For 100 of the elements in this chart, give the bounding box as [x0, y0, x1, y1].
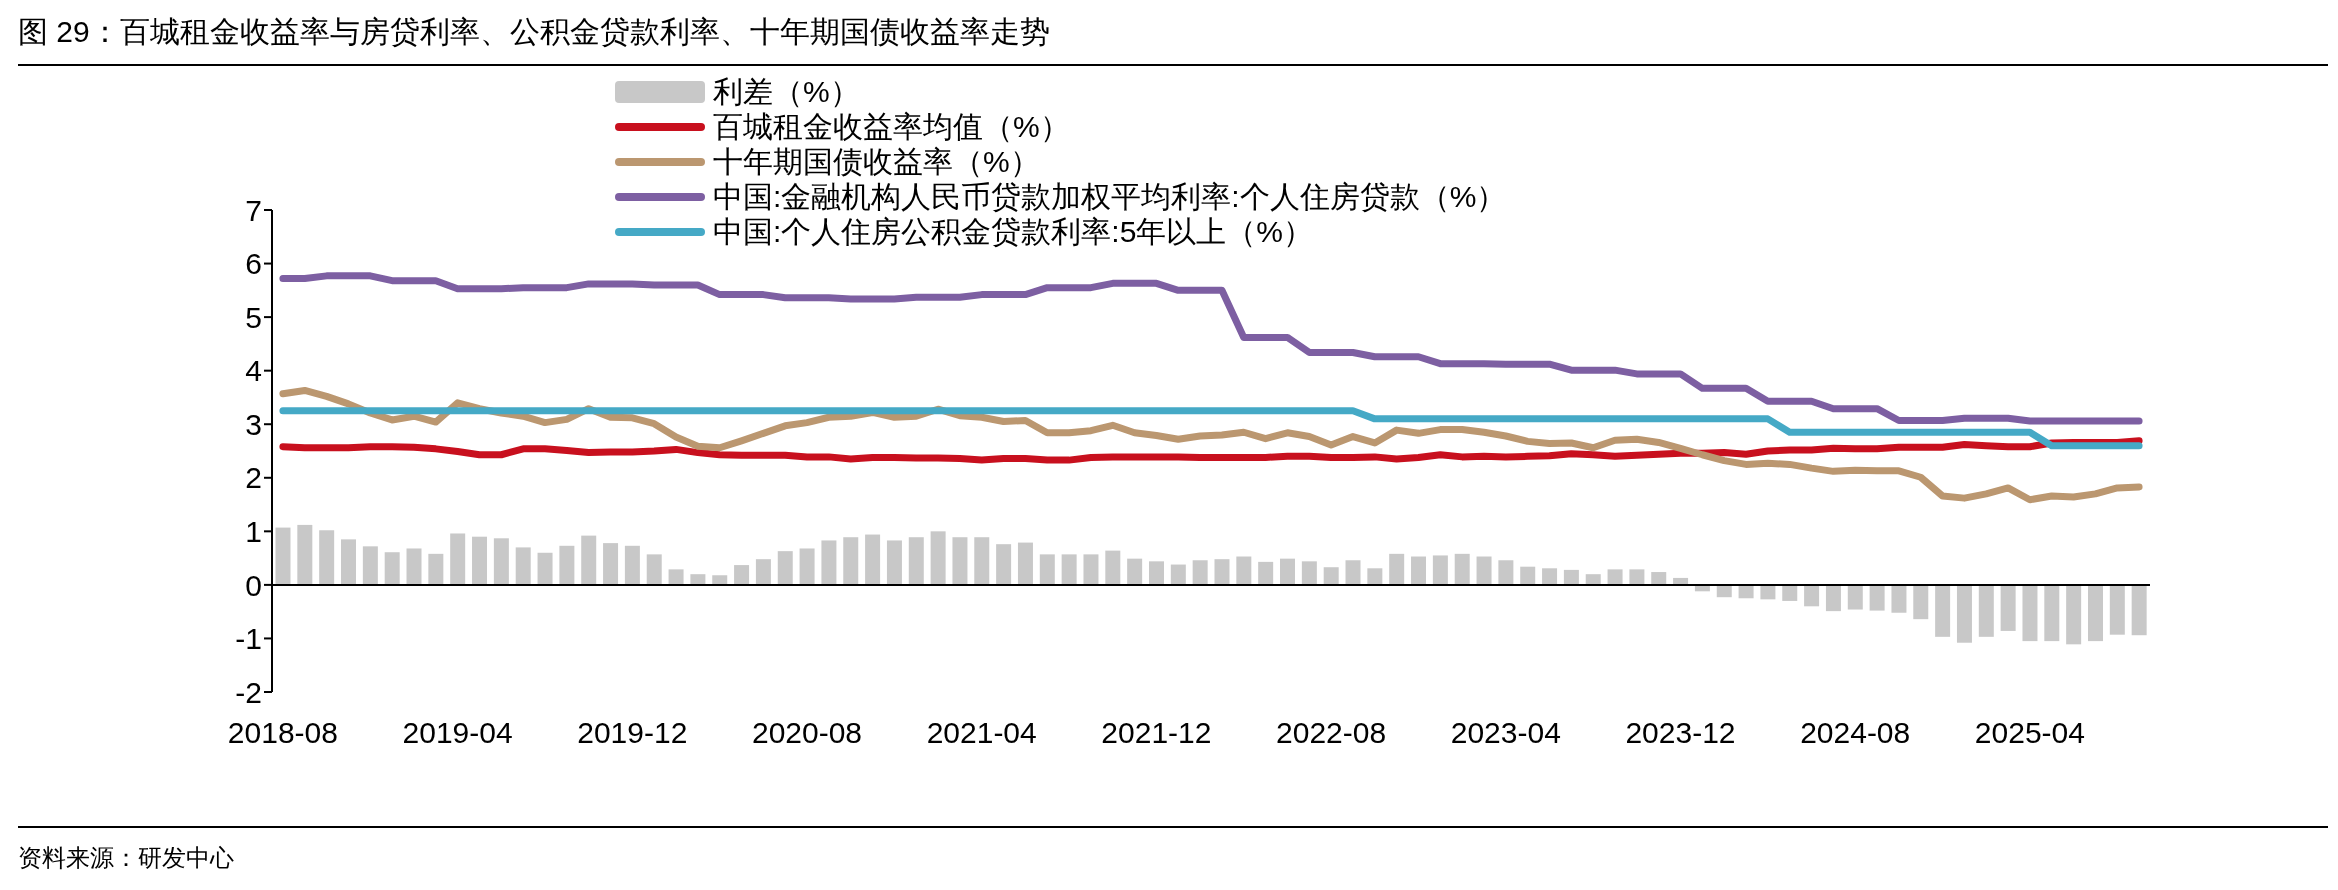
bar — [559, 545, 575, 585]
x-tick-label: 2022-08 — [1276, 716, 1387, 750]
bar — [930, 531, 946, 585]
y-tick-label: -2 — [235, 675, 262, 709]
bar — [1782, 584, 1798, 601]
x-tick-label: 2023-04 — [1450, 716, 1561, 750]
bar — [1825, 584, 1841, 612]
bar — [1367, 568, 1383, 585]
bar — [1498, 560, 1514, 585]
bar — [2066, 584, 2082, 645]
bar — [668, 569, 684, 585]
bar — [603, 543, 619, 585]
bar — [297, 524, 313, 585]
legend-label: 十年期国债收益率（%） — [713, 144, 1040, 179]
bar — [1804, 584, 1820, 607]
y-tick-label: 4 — [245, 354, 262, 388]
y-tick-label: 7 — [245, 193, 262, 227]
bar — [1607, 569, 1623, 585]
bar — [1847, 584, 1863, 610]
x-tick-label: 2023-12 — [1625, 716, 1736, 750]
bar — [799, 548, 815, 585]
bar — [1585, 574, 1601, 585]
bar — [537, 552, 553, 585]
bar — [515, 547, 531, 585]
x-tick-label: 2024-08 — [1800, 716, 1911, 750]
bar — [1891, 584, 1907, 613]
y-tick-label: 0 — [245, 568, 262, 602]
bar — [1629, 569, 1645, 585]
y-tick-label: 2 — [245, 461, 262, 495]
bar — [1542, 568, 1558, 585]
bar — [712, 575, 728, 585]
bar — [472, 536, 488, 585]
legend-label: 中国:个人住房公积金贷款利率:5年以上（%） — [713, 214, 1314, 249]
bar — [1039, 554, 1055, 585]
bar — [341, 539, 357, 585]
bar — [1105, 550, 1121, 585]
bar — [865, 534, 881, 585]
bar — [1389, 553, 1405, 585]
bar — [908, 537, 924, 585]
bar — [1127, 558, 1143, 585]
bar — [734, 565, 750, 585]
bar — [1454, 553, 1470, 585]
bar — [843, 537, 859, 585]
bar — [2087, 584, 2103, 642]
bar — [1280, 558, 1296, 585]
bar — [624, 545, 640, 585]
bar — [450, 533, 466, 585]
x-tick-label: 2019-04 — [402, 716, 513, 750]
y-tick-label: 6 — [245, 247, 262, 281]
bar — [821, 540, 837, 585]
bar — [1017, 542, 1033, 585]
bar — [1520, 566, 1536, 585]
bar — [1192, 560, 1208, 585]
legend-label: 中国:金融机构人民币贷款加权平均利率:个人住房贷款（%） — [713, 179, 1507, 214]
bar — [1432, 555, 1448, 585]
bar — [1935, 584, 1951, 637]
bar — [2109, 584, 2125, 635]
bar — [646, 554, 662, 585]
bar — [362, 546, 378, 585]
bar — [755, 559, 771, 585]
bar — [319, 530, 335, 585]
y-tick-label: 3 — [245, 407, 262, 441]
bar — [1651, 572, 1667, 585]
bar — [1956, 584, 1972, 643]
bar — [1148, 561, 1164, 585]
x-tick-label: 2020-08 — [751, 716, 863, 750]
bar — [1869, 584, 1885, 611]
bar — [428, 553, 444, 585]
bar — [2000, 584, 2016, 631]
y-tick-label: 5 — [245, 300, 262, 334]
bar — [974, 537, 990, 585]
bar — [1323, 567, 1339, 585]
bar — [886, 540, 902, 585]
bar — [2044, 584, 2060, 642]
bar — [1978, 584, 1994, 637]
bar — [1913, 584, 1929, 620]
bar — [1258, 561, 1274, 585]
bar — [2022, 584, 2038, 642]
legend-label: 利差（%） — [713, 74, 860, 109]
bar — [1476, 556, 1492, 585]
bar — [1301, 561, 1317, 585]
bar — [1760, 584, 1776, 600]
bar — [952, 537, 968, 585]
x-tick-label: 2021-12 — [1101, 716, 1212, 750]
bar — [275, 527, 291, 585]
bar — [1214, 559, 1230, 585]
x-tick-label: 2021-04 — [926, 716, 1037, 750]
bar — [1170, 564, 1186, 585]
bar — [1738, 584, 1754, 599]
text: 资料来源：研发中心 — [18, 826, 2328, 874]
bar — [384, 552, 400, 585]
bar — [1061, 554, 1077, 585]
chart-title: 图 29：百城租金收益率与房贷利率、公积金贷款利率、十年期国债收益率走势 — [18, 12, 2328, 66]
bar — [2131, 584, 2147, 636]
bar — [1563, 569, 1579, 585]
x-tick-label: 2018-08 — [227, 716, 338, 750]
y-tick-label: 1 — [245, 514, 262, 548]
bar — [1345, 560, 1361, 585]
bar — [581, 535, 597, 585]
bar — [996, 544, 1012, 585]
